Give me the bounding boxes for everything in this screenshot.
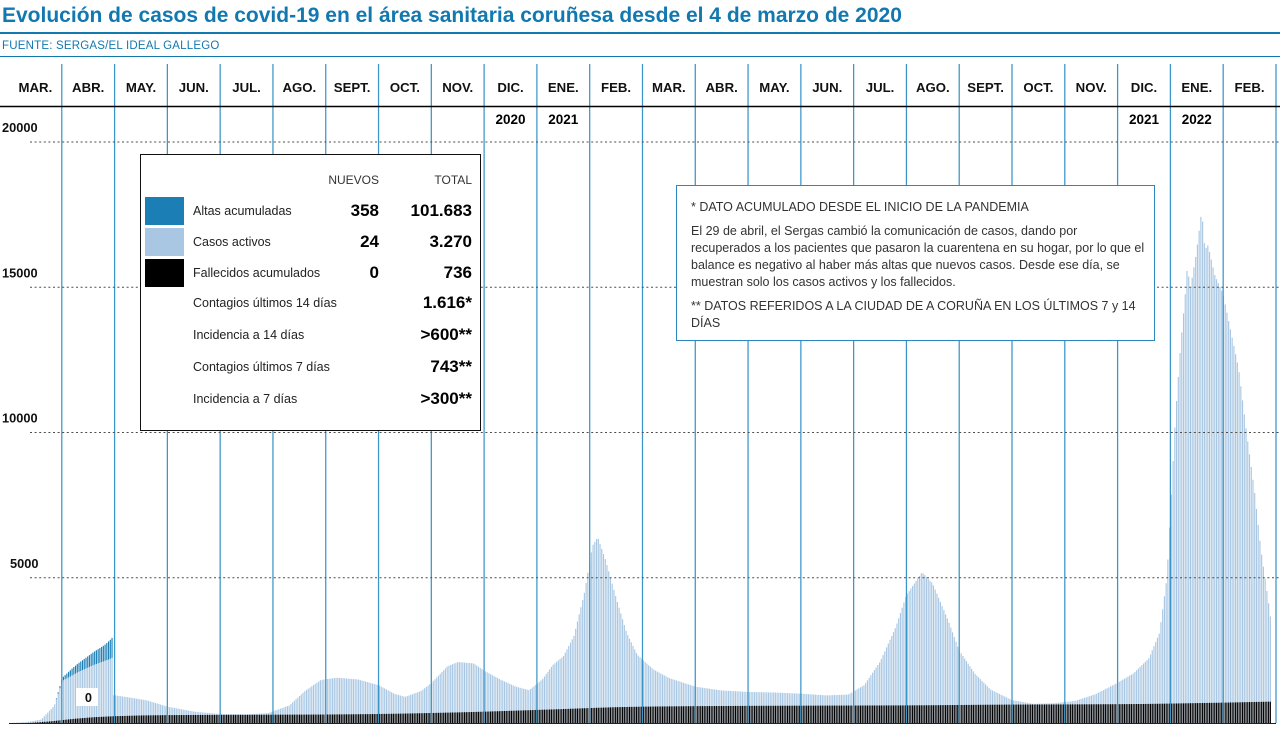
month-label: OCT. [1023,80,1053,95]
note-box: * DATO ACUMULADO DESDE EL INICIO DE LA P… [676,185,1155,341]
year-label: 2021 [1129,112,1160,127]
dark-swatch [145,197,184,225]
month-label: AGO. [916,80,950,95]
legend-extra-label: Incidencia a 14 días [193,328,305,342]
y-tick-label: 5000 [10,556,38,571]
month-label: ENE. [548,80,579,95]
y-tick-label: 10000 [2,411,38,426]
year-labels: 2020 2021 2021 2022 [495,112,1211,127]
year-label: 2022 [1182,112,1212,127]
note-line-2: ** DATOS REFERIDOS A LA CIUDAD DE A CORU… [691,299,1136,330]
legend-item-label: Casos activos [193,235,271,249]
legend-col-header-total: TOTAL [434,173,472,187]
month-label: SEPT. [967,80,1004,95]
title-divider [0,32,1280,34]
month-label: NOV. [442,80,473,95]
note-paragraph: El 29 de abril, el Sergas cambió la comu… [691,224,1145,289]
y-tick-label: 20000 [2,120,38,135]
month-labels: MAR. ABR. MAY. JUN. JUL. AGO. SEPT. OCT. NOV. DIC… [19,80,1265,95]
y-tick-labels: 20000 15000 10000 5000 0 [2,120,98,706]
month-label: MAR. [652,80,686,95]
legend-item-nuevos: 24 [360,232,379,251]
legend-extra-label: Contagios últimos 7 días [193,360,330,374]
year-label: 2020 [495,112,525,127]
month-label: NOV. [1076,80,1107,95]
month-label: DIC. [1131,80,1157,95]
month-label: MAY. [759,80,789,95]
legend-item-label: Altas acumuladas [193,204,292,218]
y-tick-label-zero: 0 [85,690,92,705]
legend-box: NUEVOS TOTAL Altas acumuladas 358 101.683 C… [140,154,481,431]
light-swatch [145,228,184,256]
month-label: DIC. [497,80,523,95]
legend-extra-value: 743** [430,357,472,376]
month-label: MAY. [126,80,156,95]
year-label: 2021 [548,112,579,127]
legend-item-label: Fallecidos acumulados [193,266,321,280]
month-label: ENE. [1181,80,1212,95]
month-label: MAR. [19,80,53,95]
month-label: FEB. [601,80,631,95]
month-label: ABR. [72,80,104,95]
month-label: JUN. [812,80,842,95]
legend-extra-value: 1.616* [422,293,472,312]
black-swatch [145,259,184,287]
source-line: FUENTE: SERGAS/EL IDEAL GALLEGO [2,40,220,52]
legend-item-total: 3.270 [429,232,472,251]
month-label: SEPT. [334,80,371,95]
month-label: AGO. [282,80,316,95]
legend-item-nuevos: 0 [369,263,379,282]
note-line-1: * DATO ACUMULADO DESDE EL INICIO DE LA P… [691,200,1029,214]
bars-daily [10,216,1271,723]
legend-item-nuevos: 358 [350,201,379,220]
y-tick-label: 15000 [2,265,38,280]
legend-col-header-nuevos: NUEVOS [328,173,379,187]
legend-extra-label: Contagios últimos 14 días [193,296,337,310]
month-label: FEB. [1235,80,1265,95]
source-divider [0,56,1280,57]
page-title: Evolución de casos de covid-19 en el áre… [2,4,902,27]
legend-item-total: 736 [443,263,472,282]
month-label: JUL. [232,80,261,95]
legend-item-total: 101.683 [410,201,472,220]
legend-extra-value: >600** [420,325,472,344]
legend-extra-label: Incidencia a 7 días [193,392,298,406]
month-label: ABR. [706,80,738,95]
month-label: OCT. [390,80,420,95]
legend-extra-value: >300** [420,389,472,408]
month-label: JUN. [179,80,209,95]
month-label: JUL. [866,80,895,95]
